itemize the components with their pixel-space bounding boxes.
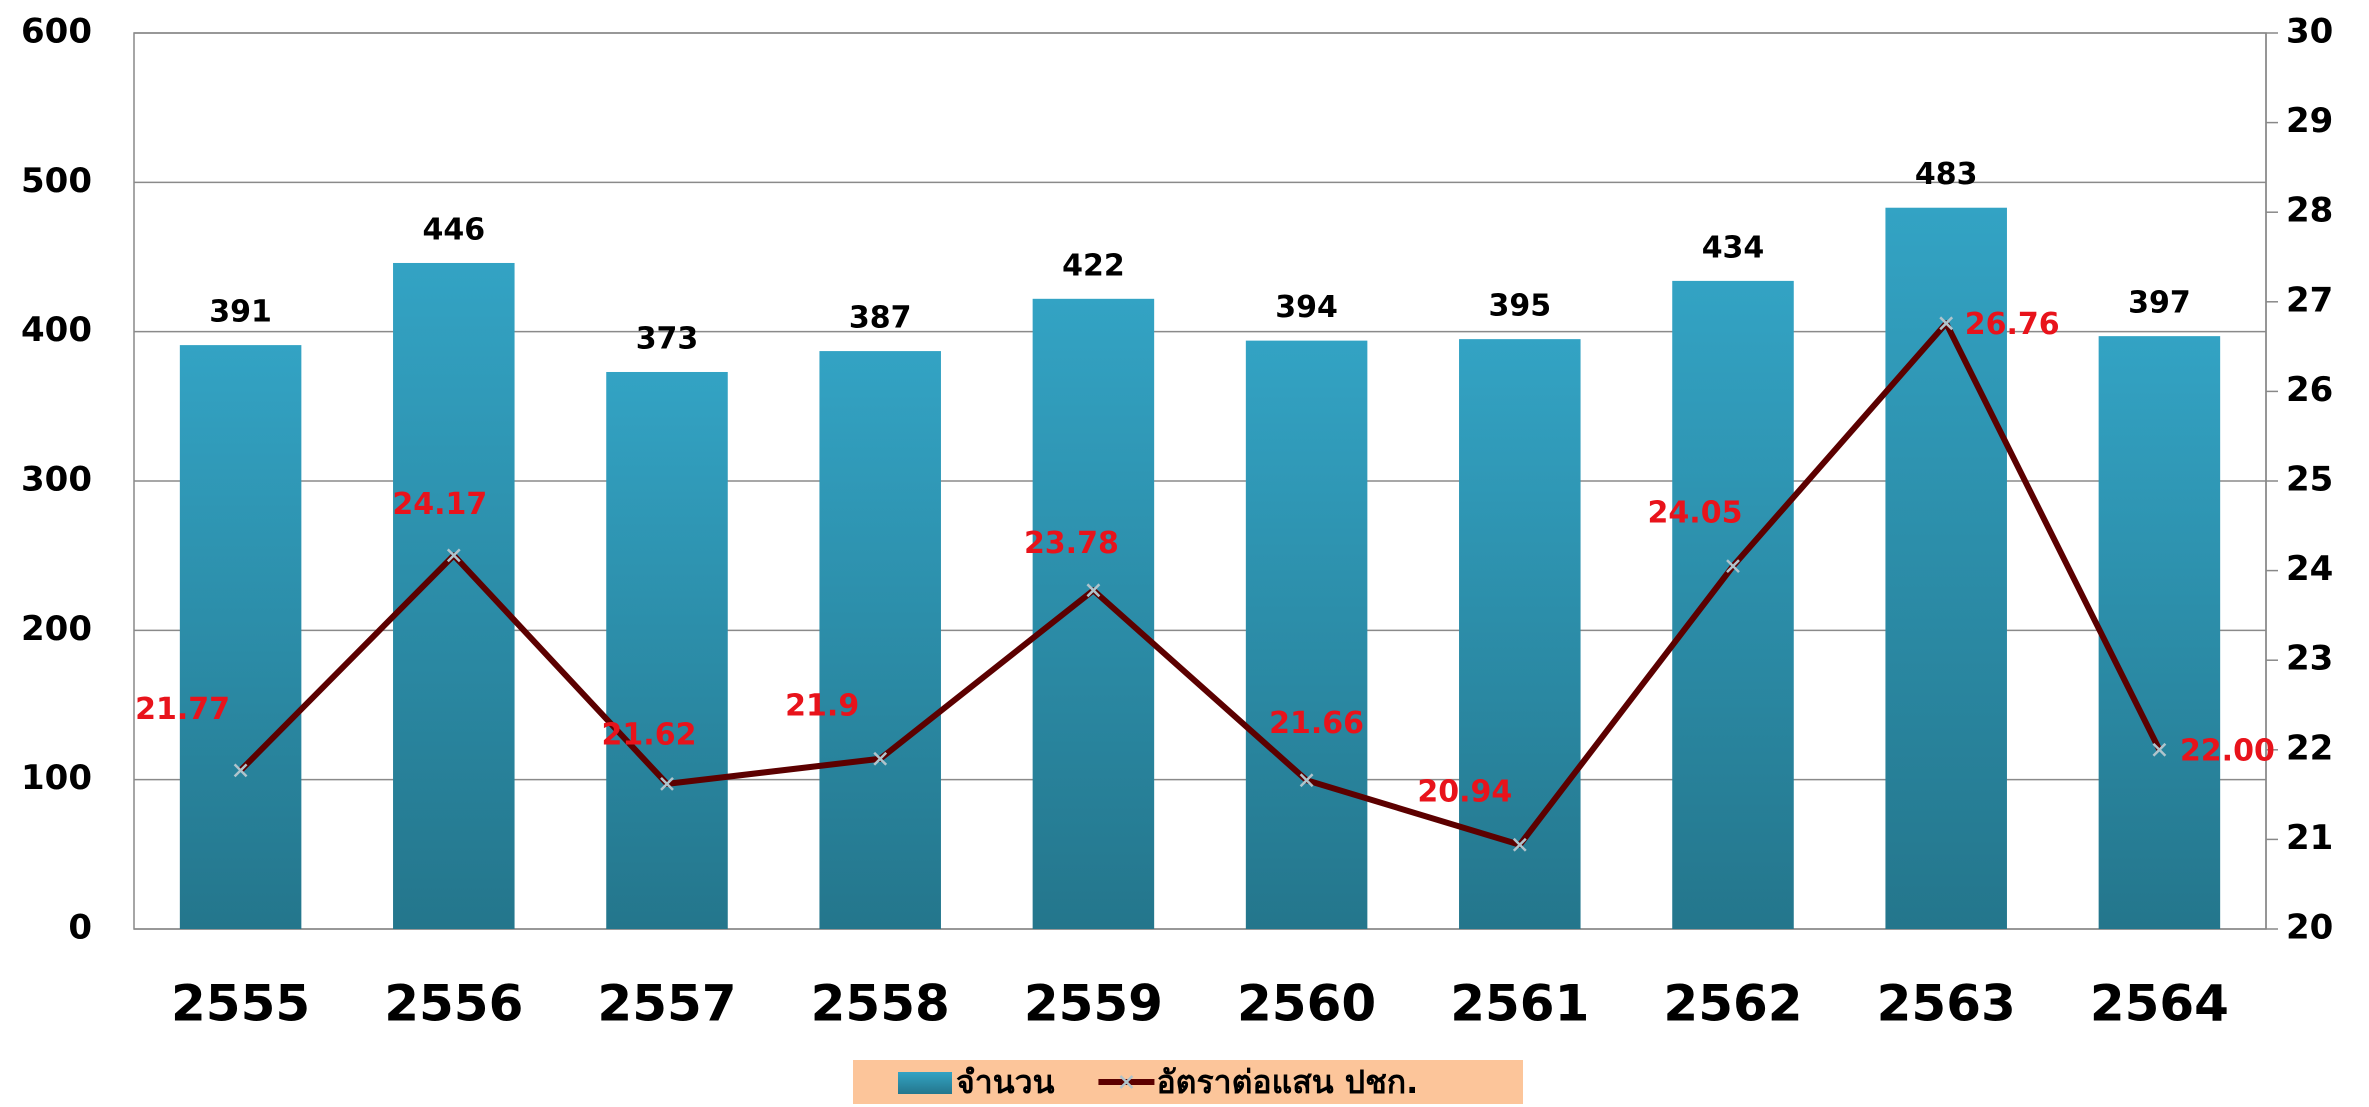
line	[238, 320, 2163, 848]
line-marker	[2152, 742, 2167, 757]
line-marker	[1939, 316, 1954, 331]
y2-tick-label: 24	[2286, 549, 2333, 589]
bar-value-label: 397	[2128, 286, 2191, 321]
x-tick-label: 2559	[1024, 975, 1163, 1033]
x-tick-label: 2563	[1877, 975, 2016, 1033]
bar	[606, 371, 728, 929]
x-tick-label: 2555	[171, 975, 310, 1033]
bar	[179, 345, 302, 929]
y2-tick-label: 22	[2286, 728, 2333, 768]
line-marker	[660, 776, 674, 791]
y2-tick-label: 26	[2286, 370, 2333, 410]
bar-value-label: 387	[849, 301, 912, 336]
line-marker	[446, 548, 461, 563]
x-tick-label: 2556	[384, 975, 523, 1033]
line-marker	[1512, 837, 1527, 852]
y2-tick-label: 25	[2286, 460, 2333, 500]
y-tick-label: 300	[21, 460, 92, 500]
bar-value-label: 422	[1062, 248, 1125, 283]
bar	[819, 351, 941, 930]
y2-tick-label: 28	[2286, 191, 2333, 231]
legend-marker	[1119, 1075, 1134, 1089]
line-value-label: 23.78	[1024, 526, 1119, 561]
line-value-label: 21.9	[785, 688, 859, 723]
y-tick-label: 100	[21, 758, 92, 798]
line-value-label: 22.00	[2180, 733, 2275, 768]
legend: จำนวน อัตราต่อแสน ปชก.	[853, 1060, 1523, 1104]
y2-tick-label: 20	[2286, 908, 2333, 948]
y-tick-label: 500	[21, 161, 92, 201]
bar-value-label: 434	[1702, 230, 1765, 265]
x-tick-label: 2564	[2090, 975, 2229, 1033]
y2-tick-label: 29	[2286, 101, 2333, 141]
legend-box	[853, 1060, 1523, 1104]
y-tick-label: 0	[68, 908, 92, 948]
legend-label: อัตราต่อแสน ปชก.	[1156, 1063, 1418, 1101]
bar	[1245, 340, 1368, 929]
bar-value-label: 394	[1275, 290, 1338, 325]
line-marker	[233, 763, 248, 778]
line-value-label: 24.05	[1648, 496, 1743, 531]
bar-value-label: 373	[636, 321, 699, 356]
y-tick-label: 600	[21, 12, 92, 52]
line-value-label: 20.94	[1417, 774, 1512, 809]
line-value-label: 21.62	[602, 717, 697, 752]
x-tick-label: 2562	[1663, 975, 1802, 1033]
y2-tick-label: 21	[2286, 818, 2333, 858]
bar-value-label: 395	[1488, 289, 1551, 324]
x-tick-label: 2561	[1450, 975, 1589, 1033]
bar-value-label: 483	[1915, 157, 1978, 192]
y2-tick-label: 23	[2286, 639, 2333, 679]
line-value-label: 21.77	[135, 692, 230, 727]
bar	[2098, 336, 2221, 929]
legend-swatch	[898, 1072, 952, 1094]
line-marker	[1086, 583, 1101, 598]
bar	[1032, 298, 1155, 929]
bar-value-label: 391	[209, 295, 272, 330]
x-tick-label: 2557	[597, 975, 736, 1033]
y2-tick-label: 27	[2286, 280, 2333, 320]
line-marker	[1299, 773, 1314, 788]
y-tick-label: 400	[21, 310, 92, 350]
x-tick-label: 2558	[811, 975, 950, 1033]
legend-label: จำนวน	[956, 1063, 1055, 1101]
line-value-label: 24.17	[392, 487, 487, 522]
bar	[1672, 280, 1794, 930]
y-tick-label: 200	[21, 609, 92, 649]
y2-tick-label: 30	[2286, 12, 2333, 52]
line-value-label: 26.76	[1965, 307, 2060, 342]
bar-value-label: 446	[422, 212, 485, 247]
line-marker	[873, 751, 888, 766]
line-marker	[1726, 559, 1740, 574]
x-tick-label: 2560	[1237, 975, 1376, 1033]
line-value-label: 21.66	[1269, 706, 1364, 741]
